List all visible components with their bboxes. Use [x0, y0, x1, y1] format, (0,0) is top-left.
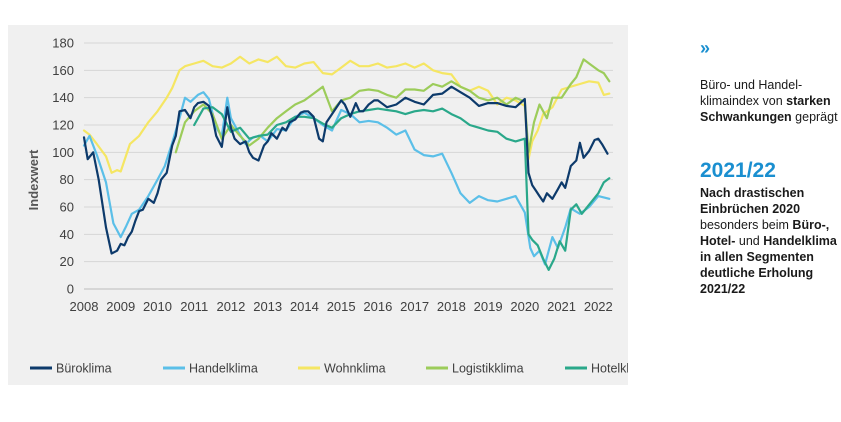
- x-tick-label: 2017: [400, 299, 429, 314]
- sidebar-heading: 2021/22: [700, 159, 776, 182]
- y-tick-label: 120: [52, 118, 74, 133]
- x-tick-label: 2018: [437, 299, 466, 314]
- x-tick-label: 2020: [510, 299, 539, 314]
- sidebar: » Büro- und Handel-klimaindex von starke…: [700, 38, 840, 297]
- legend-label: Handelklima: [189, 362, 258, 376]
- legend-label: Hotelklima: [591, 362, 628, 376]
- y-tick-label: 20: [60, 254, 74, 269]
- text-part: geprägt: [791, 110, 838, 124]
- y-axis-label: Indexwert: [26, 149, 41, 210]
- x-tick-label: 2019: [474, 299, 503, 314]
- x-tick-label: 2008: [70, 299, 99, 314]
- series-line-logistik: [174, 58, 611, 154]
- chevron-icon: »: [700, 38, 711, 58]
- text-bold: Handelklima in allen Segmenten deutliche…: [700, 234, 837, 296]
- series-line-handel: [82, 91, 611, 266]
- line-chart: 0 20 40 60 80 100 120 140 160 180 2008 2009 2010 2011…: [26, 36, 628, 376]
- y-tick-label: 160: [52, 63, 74, 78]
- legend-label: Büroklima: [56, 362, 112, 376]
- y-tick-label: 100: [52, 145, 74, 160]
- y-tick-label: 40: [60, 227, 74, 242]
- text-bold: Nach drastischen Einbrüchen 2020: [700, 186, 805, 216]
- y-tick-label: 60: [60, 200, 74, 215]
- y-tick-label: 80: [60, 172, 74, 187]
- series-line-wohn: [82, 55, 611, 174]
- x-tick-label: 2013: [253, 299, 282, 314]
- text-bold: Büro-, Hotel-: [700, 218, 830, 248]
- text-part: besonders beim: [700, 218, 793, 232]
- x-tick-label: 2021: [547, 299, 576, 314]
- legend-label: Logistikklima: [452, 362, 524, 376]
- text-part: Büro- und Handel-klimaindex von: [700, 78, 803, 108]
- x-tick-label: 2022: [584, 299, 613, 314]
- y-tick-label: 0: [67, 282, 74, 297]
- sidebar-text-2: Nach drastischen Einbrüchen 2020 besonde…: [700, 185, 840, 297]
- x-tick-label: 2009: [106, 299, 135, 314]
- text-part: und: [735, 234, 764, 248]
- legend-label: Wohnklima: [324, 362, 386, 376]
- sidebar-text-1: Büro- und Handel-klimaindex von starken …: [700, 77, 840, 125]
- text-bold: starken Schwankungen: [700, 94, 831, 124]
- y-tick-label: 180: [52, 36, 74, 51]
- x-tick-label: 2014: [290, 299, 319, 314]
- x-tick-label: 2010: [143, 299, 172, 314]
- series-line-hotel: [193, 106, 611, 271]
- x-tick-label: 2012: [216, 299, 245, 314]
- y-tick-label: 140: [52, 90, 74, 105]
- series-line-buero: [82, 85, 609, 255]
- x-tick-label: 2016: [363, 299, 392, 314]
- chart-panel: 0 20 40 60 80 100 120 140 160 180 2008 2009 2010 2011…: [8, 25, 628, 385]
- x-tick-label: 2015: [327, 299, 356, 314]
- x-tick-label: 2011: [180, 299, 208, 314]
